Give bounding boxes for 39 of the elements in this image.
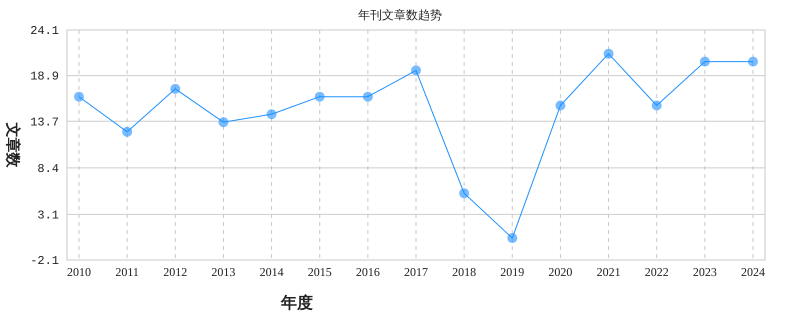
point (314, 92, 325, 102)
x-tick-label: 2011 (115, 265, 139, 279)
x-tick-label: 2012 (163, 265, 188, 279)
y-axis-title: 文章数 (4, 122, 22, 168)
y-tick-label: 18.9 (30, 70, 59, 84)
x-tick-label: 2022 (644, 265, 669, 279)
point (700, 56, 710, 67)
x-tick-label: 2018 (452, 265, 476, 279)
x-tick-label: 2017 (404, 265, 428, 279)
point (652, 100, 662, 110)
point (362, 92, 373, 102)
chart-title: 年刊文章数趋势 (358, 8, 442, 22)
y-tick-label: 13.7 (30, 115, 59, 130)
point (170, 84, 180, 94)
y-tick-label: -2.1 (30, 254, 59, 268)
point (411, 65, 421, 76)
x-tick-label: 2015 (308, 265, 332, 279)
point (459, 188, 470, 198)
point (266, 109, 277, 120)
x-tick-label: 2016 (356, 265, 380, 279)
x-tick-label: 2013 (211, 265, 236, 279)
y-tick-label: 8.4 (37, 162, 59, 176)
y-tick-label: 24.1 (30, 24, 59, 38)
point (218, 117, 228, 128)
x-tick-label: 2014 (260, 265, 284, 279)
point (555, 100, 566, 110)
x-tick-label: 2020 (548, 265, 572, 279)
x-axis-title: 年度 (280, 293, 313, 312)
point (748, 56, 758, 67)
x-tick-label: 2010 (67, 265, 91, 279)
point (74, 92, 84, 102)
y-tick-label: 3.1 (37, 208, 59, 222)
x-tick-label: 2024 (741, 265, 765, 279)
point (122, 126, 132, 137)
point (604, 48, 614, 59)
x-tick-label: 2023 (692, 265, 717, 279)
point (507, 233, 518, 244)
x-tick-label: 2021 (596, 265, 621, 279)
x-tick-label: 2019 (500, 265, 524, 279)
